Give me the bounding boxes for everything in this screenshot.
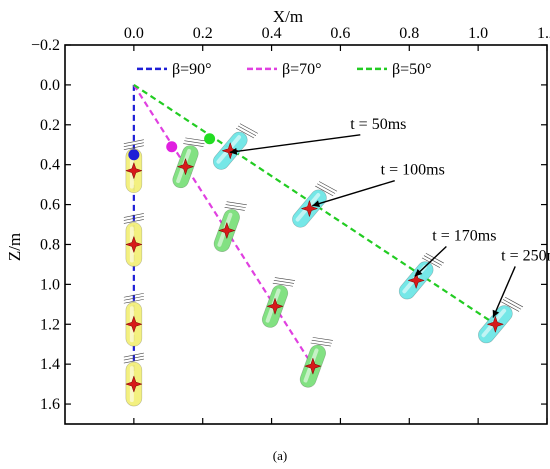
centroid-marker — [125, 235, 143, 254]
cavity-stroke — [123, 298, 144, 304]
cavity-stroke — [226, 201, 247, 206]
y-tick-label: 0.0 — [40, 77, 60, 94]
centroid-marker — [218, 221, 236, 240]
centroid-marker — [486, 315, 505, 334]
cavity-stroke — [272, 282, 294, 287]
cavity-stroke — [318, 181, 338, 192]
cavity-stroke — [502, 299, 522, 310]
time-arrowhead — [492, 309, 500, 318]
time-arrow — [229, 134, 361, 154]
y-axis-title: Z/m — [5, 233, 24, 261]
cavity-stroke — [423, 255, 442, 266]
y-tick-label: 0.8 — [40, 236, 60, 253]
y-tick-label: 0.6 — [40, 197, 60, 214]
time-label: t = 100ms — [381, 162, 445, 179]
y-tick-label: 1.0 — [40, 276, 60, 293]
cavity-stroke — [501, 301, 520, 312]
cavity-stroke — [421, 257, 441, 268]
cavity-stroke — [123, 295, 144, 301]
legend: β=90° β=70° β=50° — [137, 61, 432, 78]
y-tick-label: 0.2 — [40, 117, 60, 134]
x-tick-label: 0.2 — [193, 25, 213, 42]
cavity-stroke — [235, 127, 255, 139]
centroid-marker — [125, 315, 143, 334]
cavity-stroke — [123, 139, 144, 144]
cavity-stroke — [183, 143, 204, 147]
time-label: t = 250ms — [501, 247, 550, 264]
entry-point-marker — [166, 141, 178, 153]
cavity-stroke — [123, 216, 144, 221]
y-tick-label: 1.2 — [40, 316, 60, 333]
series-line — [133, 83, 496, 326]
time-label: t = 170ms — [432, 227, 496, 244]
cavity-stroke — [315, 185, 334, 197]
centroid-marker — [407, 271, 425, 290]
cavity-stroke — [317, 183, 336, 194]
entry-point-marker — [128, 149, 140, 161]
y-tick-label: 1.4 — [40, 356, 60, 373]
legend-label: β=70° — [282, 61, 322, 78]
centroid-marker — [300, 199, 319, 218]
series-2 — [132, 84, 333, 388]
time-arrow — [312, 179, 395, 207]
x-tick-label: 1.2 — [537, 25, 550, 42]
time-arrowhead — [229, 147, 238, 155]
centroid-marker — [176, 157, 195, 176]
cavity-stroke — [123, 358, 144, 364]
x-tick-label: 1.0 — [468, 25, 488, 42]
figure-caption: (a) — [273, 448, 287, 463]
cavity-stroke — [225, 204, 246, 208]
plot-frame — [64, 44, 548, 425]
cavity-stroke — [273, 280, 295, 284]
entry-point-marker — [204, 133, 216, 145]
x-tick-label: 0.8 — [399, 25, 419, 42]
centroid-marker — [304, 357, 322, 375]
centroid-marker — [125, 375, 143, 393]
cavity-stroke — [274, 277, 296, 281]
series-1 — [123, 84, 144, 407]
time-arrow — [414, 245, 447, 277]
x-tick-label: 0.0 — [124, 25, 144, 42]
cavity-stroke — [312, 337, 333, 341]
y-tick-label: −0.2 — [31, 37, 60, 54]
cavity-stroke — [239, 123, 258, 134]
x-tick-label: 0.4 — [262, 25, 282, 42]
legend-label: β=90° — [172, 61, 212, 78]
cavity-stroke — [123, 352, 144, 358]
cavity-stroke — [184, 140, 205, 145]
cavity-stroke — [237, 125, 257, 136]
cavity-stroke — [185, 137, 206, 142]
cavity-stroke — [224, 207, 245, 211]
series-3 — [133, 83, 524, 344]
cavity-stroke — [123, 145, 144, 150]
x-axis-title: X/m — [273, 7, 303, 26]
cavity-stroke — [123, 292, 144, 298]
time-arrowhead — [414, 268, 423, 277]
cavity-stroke — [310, 342, 331, 347]
series-line — [132, 84, 314, 367]
cavity-stroke — [123, 142, 144, 147]
cavity-stroke — [123, 213, 144, 218]
annotations: t = 50ms t = 100ms t = 170ms t = 250ms — [229, 116, 550, 318]
x-tick-label: 0.6 — [330, 25, 350, 42]
time-arrow — [492, 266, 516, 318]
y-tick-label: 1.6 — [40, 396, 60, 413]
cavity-stroke — [311, 339, 332, 344]
cavity-stroke — [504, 296, 524, 308]
y-tick-label: 0.4 — [40, 157, 60, 174]
time-label: t = 50ms — [350, 116, 406, 133]
cavity-stroke — [123, 219, 144, 224]
time-arrowhead — [312, 200, 321, 208]
cavity-stroke — [123, 355, 144, 361]
legend-label: β=50° — [392, 61, 432, 78]
centroid-marker — [125, 161, 143, 180]
centroid-marker — [266, 297, 284, 316]
